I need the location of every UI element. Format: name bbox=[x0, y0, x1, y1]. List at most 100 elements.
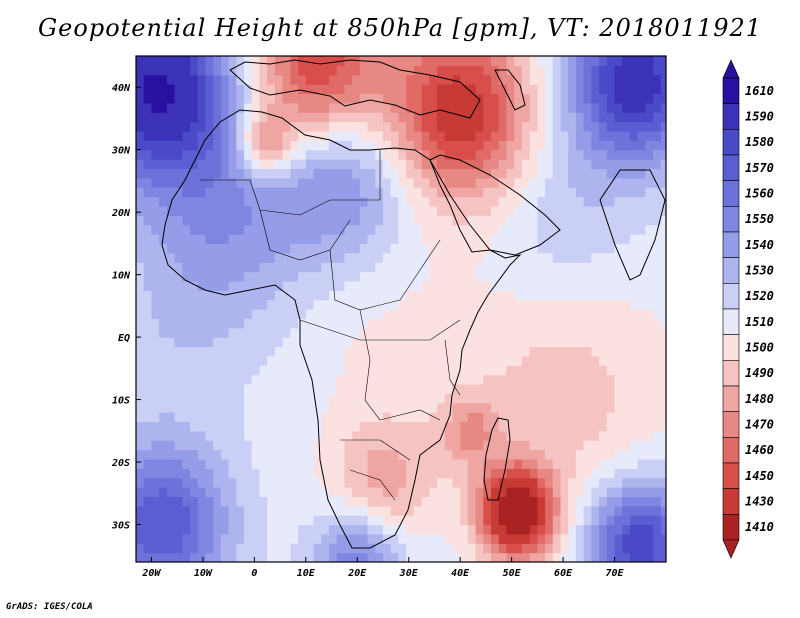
field-cell bbox=[660, 402, 666, 413]
field-cell bbox=[182, 112, 191, 123]
field-cell bbox=[506, 196, 515, 207]
field-cell bbox=[251, 252, 261, 263]
field-cell bbox=[151, 149, 160, 160]
field-cell bbox=[467, 337, 477, 348]
field-cell bbox=[336, 93, 345, 104]
field-cell bbox=[622, 93, 631, 104]
field-cell bbox=[599, 149, 608, 160]
field-cell bbox=[336, 524, 345, 535]
field-cell bbox=[537, 515, 546, 526]
field-cell bbox=[390, 93, 400, 104]
field-cell bbox=[568, 102, 577, 113]
field-cell bbox=[298, 421, 307, 432]
field-cell bbox=[637, 280, 647, 291]
field-cell bbox=[251, 271, 261, 282]
field-cell bbox=[529, 346, 538, 357]
field-cell bbox=[159, 112, 168, 123]
field-cell bbox=[437, 412, 446, 423]
field-cell bbox=[629, 65, 639, 76]
field-cell bbox=[166, 130, 176, 141]
field-cell bbox=[236, 383, 245, 394]
field-cell bbox=[174, 327, 183, 338]
field-cell bbox=[529, 421, 538, 432]
field-cell bbox=[213, 252, 222, 263]
field-cell bbox=[483, 74, 492, 85]
field-cell bbox=[421, 168, 430, 179]
field-cell bbox=[545, 318, 554, 329]
field-cell bbox=[197, 187, 207, 198]
field-cell bbox=[282, 93, 291, 104]
height-field-shading bbox=[136, 56, 666, 562]
field-cell bbox=[498, 487, 508, 498]
field-cell bbox=[514, 224, 523, 235]
field-cell bbox=[190, 252, 199, 263]
field-cell bbox=[552, 149, 562, 160]
field-cell bbox=[344, 102, 353, 113]
field-cell bbox=[552, 159, 562, 170]
field-cell bbox=[382, 365, 392, 376]
field-cell bbox=[614, 449, 623, 460]
field-cell bbox=[645, 140, 654, 151]
field-cell bbox=[228, 383, 237, 394]
field-cell bbox=[614, 412, 623, 423]
field-cell bbox=[629, 159, 639, 170]
field-cell bbox=[136, 383, 145, 394]
field-cell bbox=[143, 515, 153, 526]
field-cell bbox=[244, 252, 253, 263]
field-cell bbox=[274, 496, 284, 507]
field-cell bbox=[228, 149, 237, 160]
field-cell bbox=[166, 327, 176, 338]
field-cell bbox=[143, 140, 153, 151]
field-cell bbox=[444, 524, 454, 535]
field-cell bbox=[437, 393, 446, 404]
field-cell bbox=[228, 224, 237, 235]
field-cell bbox=[537, 496, 546, 507]
field-cell bbox=[244, 121, 253, 132]
field-cell bbox=[321, 355, 330, 366]
field-cell bbox=[143, 533, 153, 544]
field-cell bbox=[606, 130, 616, 141]
field-cell bbox=[483, 524, 492, 535]
field-cell bbox=[660, 102, 666, 113]
field-cell bbox=[406, 365, 415, 376]
field-cell bbox=[390, 290, 400, 301]
field-cell bbox=[568, 299, 577, 310]
field-cell bbox=[514, 365, 523, 376]
field-cell bbox=[398, 205, 407, 216]
field-cell bbox=[460, 196, 469, 207]
field-cell bbox=[267, 196, 276, 207]
field-cell bbox=[645, 177, 654, 188]
field-cell bbox=[660, 271, 666, 282]
field-cell bbox=[475, 327, 484, 338]
field-cell bbox=[429, 524, 438, 535]
field-cell bbox=[575, 271, 585, 282]
field-cell bbox=[213, 159, 222, 170]
field-cell bbox=[259, 130, 268, 141]
field-cell bbox=[398, 533, 407, 544]
field-cell bbox=[359, 130, 369, 141]
field-cell bbox=[413, 412, 423, 423]
field-cell bbox=[236, 477, 245, 488]
field-cell bbox=[413, 337, 423, 348]
field-cell bbox=[236, 196, 245, 207]
field-cell bbox=[382, 505, 392, 516]
field-cell bbox=[274, 56, 284, 66]
field-cell bbox=[514, 149, 523, 160]
field-cell bbox=[274, 383, 284, 394]
field-cell bbox=[298, 383, 307, 394]
field-cell bbox=[475, 93, 484, 104]
field-cell bbox=[629, 149, 639, 160]
field-cell bbox=[483, 140, 492, 151]
colorbar-label: 1590 bbox=[745, 110, 774, 124]
field-cell bbox=[599, 84, 608, 95]
field-cell bbox=[591, 177, 600, 188]
field-cell bbox=[514, 327, 523, 338]
field-cell bbox=[545, 215, 554, 226]
field-cell bbox=[514, 468, 523, 479]
field-cell bbox=[398, 496, 407, 507]
field-cell bbox=[629, 93, 639, 104]
field-cell bbox=[529, 327, 538, 338]
field-cell bbox=[475, 337, 484, 348]
field-cell bbox=[583, 187, 592, 198]
field-cell bbox=[614, 205, 623, 216]
